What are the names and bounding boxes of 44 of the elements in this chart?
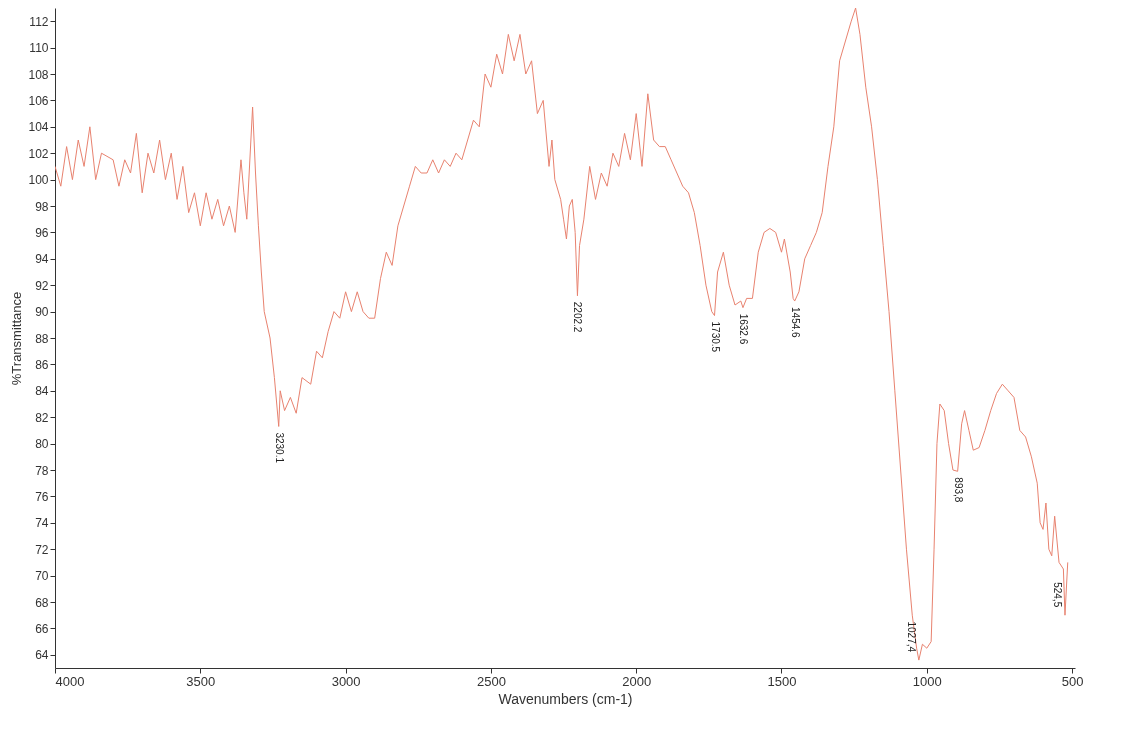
annotation: 1730.5 xyxy=(709,321,721,353)
y-tick-label: 112 xyxy=(29,14,49,29)
y-tick-label: 82 xyxy=(35,410,49,425)
y-tick-label: 68 xyxy=(35,595,49,610)
annotation: 3230.1 xyxy=(273,432,285,464)
y-tick-label: 110 xyxy=(29,41,49,56)
y-tick-label: 78 xyxy=(35,463,49,478)
y-tick-label: 104 xyxy=(28,120,49,135)
y-axis-title: %Transmittance xyxy=(9,291,25,386)
y-tick-label: 102 xyxy=(28,146,49,161)
y-tick-label: 70 xyxy=(35,569,49,584)
x-tick-label: 1500 xyxy=(767,673,797,689)
y-tick-label: 90 xyxy=(35,305,49,320)
annotation: 1027,4 xyxy=(905,621,917,653)
y-tick-label: 84 xyxy=(35,384,49,399)
y-tick-label: 96 xyxy=(35,225,49,240)
x-axis-title: Wavenumbers (cm-1) xyxy=(498,690,633,707)
annotation: 524,5 xyxy=(1051,582,1063,608)
y-tick-label: 92 xyxy=(35,278,49,293)
y-tick-label: 98 xyxy=(35,199,49,214)
y-tick-label: 86 xyxy=(35,357,49,372)
x-tick-label: 2500 xyxy=(476,673,506,689)
y-tick-label: 66 xyxy=(35,621,49,636)
annotation: 1454.6 xyxy=(789,307,801,339)
y-tick-label: 108 xyxy=(28,67,49,82)
y-tick-label: 72 xyxy=(35,542,49,557)
x-tick-label: 3000 xyxy=(331,673,361,689)
x-tick-label: 4000 xyxy=(55,673,85,689)
y-tick-label: 80 xyxy=(35,437,49,452)
x-tick-label: 1000 xyxy=(912,673,942,689)
y-tick-label: 64 xyxy=(35,648,49,663)
x-tick-label: 3500 xyxy=(186,673,216,689)
y-tick-label: 94 xyxy=(35,252,49,267)
y-tick-label: 74 xyxy=(35,516,49,531)
annotation: 893,8 xyxy=(952,477,964,503)
y-tick-label: 88 xyxy=(35,331,49,346)
y-tick-label: 100 xyxy=(28,173,49,188)
annotation: 2202.2 xyxy=(572,301,584,333)
line-series xyxy=(55,8,1069,661)
x-tick-label: 500 xyxy=(1061,673,1084,689)
x-tick-label: 2000 xyxy=(622,673,652,689)
y-tick-label: 106 xyxy=(28,93,49,108)
y-tick-label: 76 xyxy=(35,489,49,504)
annotation: 1632.6 xyxy=(737,313,749,345)
